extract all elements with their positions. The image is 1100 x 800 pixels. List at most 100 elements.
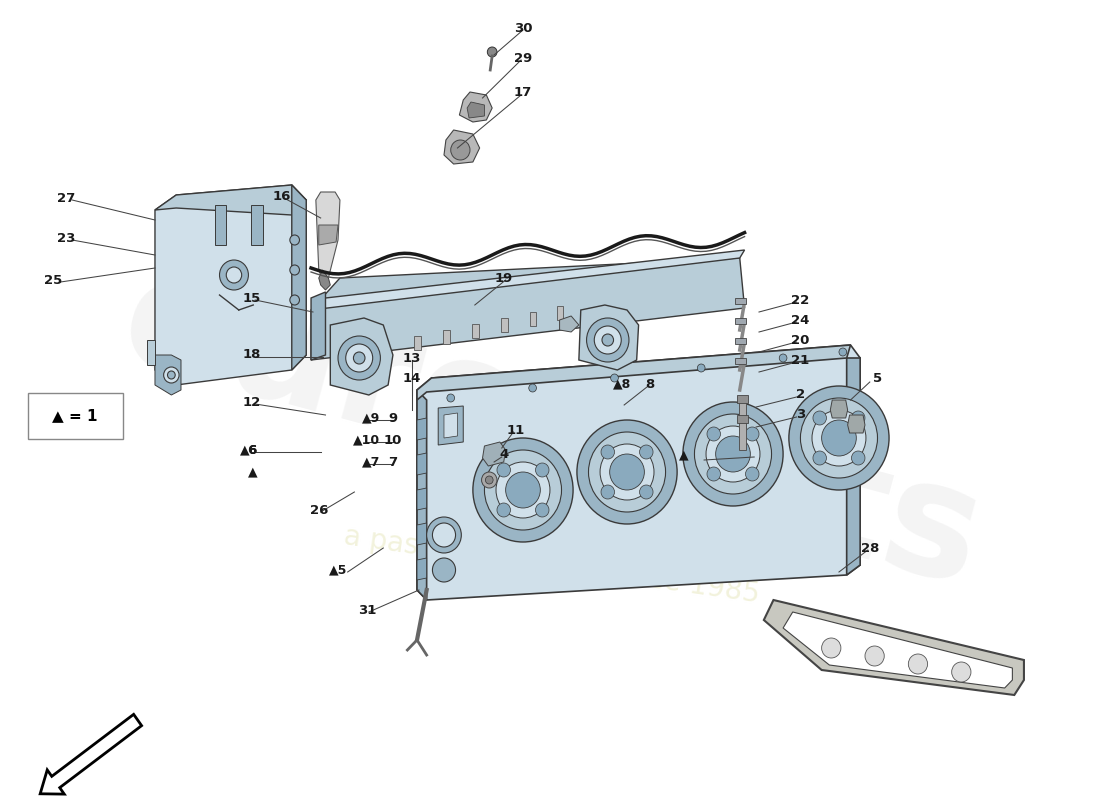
Circle shape [588,432,666,512]
Bar [472,324,478,338]
Polygon shape [311,258,745,360]
Circle shape [746,427,759,441]
Polygon shape [417,345,860,600]
Polygon shape [483,442,506,466]
Text: 31: 31 [358,603,376,617]
Text: 5: 5 [873,371,882,385]
Text: 17: 17 [514,86,532,98]
Text: ▲ = 1: ▲ = 1 [53,409,98,423]
Circle shape [707,467,721,481]
Text: 22: 22 [791,294,810,306]
Text: 8: 8 [646,378,654,390]
Circle shape [227,267,242,283]
Text: ▲5: ▲5 [329,563,348,577]
Circle shape [432,558,455,582]
Bar [739,400,747,430]
Circle shape [529,384,537,392]
Circle shape [812,410,866,466]
Circle shape [497,463,510,477]
Circle shape [601,444,654,500]
Text: 24: 24 [791,314,810,326]
Circle shape [609,454,645,490]
Text: 19: 19 [495,271,513,285]
Text: 15: 15 [242,291,261,305]
FancyArrow shape [41,714,142,794]
Text: 13: 13 [403,351,421,365]
Circle shape [952,662,971,682]
Text: 4: 4 [499,449,508,462]
Bar [443,330,450,344]
Circle shape [220,260,249,290]
Circle shape [289,295,299,305]
Text: ▲9: ▲9 [362,411,381,425]
Circle shape [865,646,884,666]
Polygon shape [316,192,340,280]
Circle shape [496,462,550,518]
Circle shape [473,438,573,542]
Circle shape [576,420,678,524]
Circle shape [353,352,365,364]
Bar [530,312,537,326]
Polygon shape [155,355,182,395]
Text: ▲: ▲ [679,449,689,462]
Circle shape [801,398,878,478]
Circle shape [639,445,653,459]
Polygon shape [319,270,330,290]
Polygon shape [444,130,480,164]
Circle shape [789,386,889,490]
Polygon shape [417,390,427,600]
Circle shape [601,485,615,499]
Polygon shape [847,358,860,575]
Circle shape [822,638,840,658]
Text: 7: 7 [388,455,397,469]
Circle shape [822,420,856,456]
Polygon shape [311,292,326,360]
Bar [737,395,748,403]
Polygon shape [460,92,492,122]
Circle shape [594,326,621,354]
Circle shape [506,472,540,508]
Circle shape [851,411,865,425]
Circle shape [716,436,750,472]
Polygon shape [417,488,427,510]
Circle shape [451,140,470,160]
Polygon shape [330,318,393,395]
Bar [500,318,507,332]
Text: ▲7: ▲7 [362,455,381,469]
Text: 16: 16 [273,190,292,202]
Text: ▲10: ▲10 [353,434,381,446]
Polygon shape [147,340,155,365]
Text: ▲: ▲ [249,466,258,478]
Text: 30: 30 [514,22,532,34]
Circle shape [427,517,461,553]
Circle shape [601,445,615,459]
Polygon shape [417,345,850,400]
Text: ▲6: ▲6 [240,443,258,457]
Text: 28: 28 [860,542,879,554]
Text: 29: 29 [514,51,532,65]
Polygon shape [417,558,427,580]
Bar [557,306,563,320]
Text: 21: 21 [791,354,810,366]
Polygon shape [783,612,1012,688]
Circle shape [536,503,549,517]
Text: 6: 6 [246,443,256,457]
Text: 26: 26 [309,503,328,517]
Polygon shape [444,413,458,438]
Circle shape [851,451,865,465]
Polygon shape [292,185,306,370]
Circle shape [610,374,618,382]
Polygon shape [763,600,1024,695]
Circle shape [707,427,721,441]
Circle shape [289,265,299,275]
Circle shape [497,503,510,517]
Polygon shape [417,523,427,545]
Bar [735,338,747,344]
Text: 9: 9 [388,411,397,425]
Circle shape [839,348,847,356]
Circle shape [484,450,561,530]
Polygon shape [417,453,427,475]
Bar [214,205,227,245]
Text: 20: 20 [791,334,810,346]
Text: 3: 3 [795,409,805,422]
